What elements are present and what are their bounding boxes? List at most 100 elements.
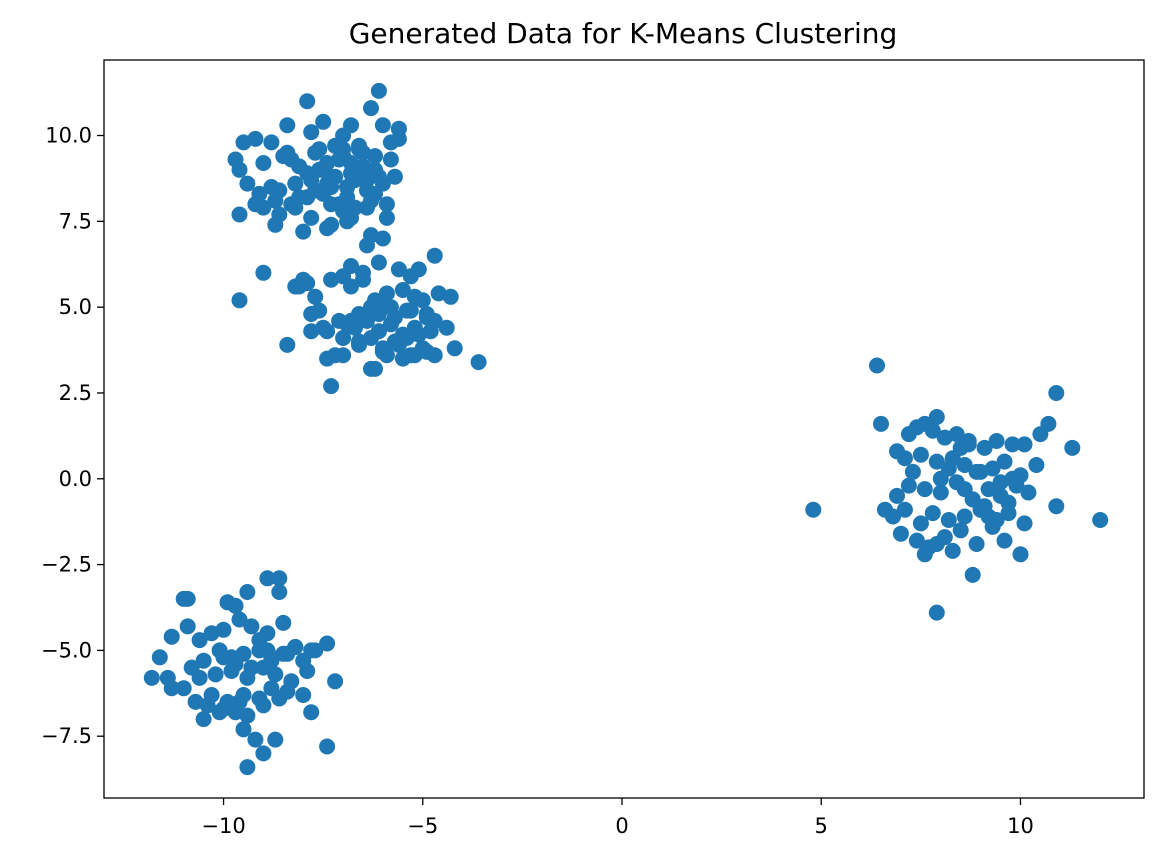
data-point [343, 155, 359, 171]
data-point [924, 422, 941, 439]
data-point [255, 745, 272, 762]
data-point [1064, 439, 1081, 456]
data-point [259, 642, 276, 659]
data-point [259, 570, 276, 587]
data-point [406, 347, 423, 364]
data-point [151, 649, 168, 666]
data-point [179, 618, 196, 635]
data-point [283, 151, 300, 168]
data-point [207, 666, 224, 683]
data-point [900, 477, 917, 494]
data-point [303, 704, 320, 721]
data-point [231, 611, 248, 628]
data-point [976, 439, 993, 456]
data-point [896, 501, 913, 518]
data-point [295, 223, 312, 240]
y-tick-label: −7.5 [41, 724, 92, 748]
data-point [247, 731, 264, 748]
data-point [370, 168, 387, 185]
data-point [916, 481, 933, 498]
data-point [359, 199, 375, 216]
y-tick-label: 10.0 [45, 124, 92, 148]
data-point [243, 659, 260, 676]
data-points [143, 82, 1109, 776]
data-point [175, 680, 192, 697]
data-point [940, 460, 957, 477]
data-point [231, 206, 248, 223]
y-tick-label: 0.0 [59, 467, 92, 491]
data-point [295, 687, 312, 703]
data-point [363, 100, 379, 117]
data-point [402, 302, 419, 319]
data-point [299, 165, 316, 182]
data-point [239, 175, 256, 192]
data-point [976, 498, 993, 515]
data-point [430, 285, 447, 302]
data-point [996, 453, 1013, 470]
data-point [382, 299, 399, 316]
data-point [956, 508, 973, 525]
data-point [908, 532, 925, 549]
data-point [1004, 436, 1021, 453]
y-tick-label: −5.0 [41, 638, 92, 662]
data-point [267, 666, 284, 683]
data-point [896, 450, 913, 467]
data-point [418, 343, 435, 360]
data-point [367, 292, 383, 309]
data-point [315, 113, 332, 130]
data-point [972, 463, 989, 480]
data-point [159, 669, 176, 686]
data-point [243, 618, 260, 635]
x-axis: −10 −5 0 5 10 [201, 798, 1034, 838]
data-point [952, 522, 969, 539]
data-point [1092, 512, 1109, 528]
data-point [948, 426, 965, 443]
data-point [255, 264, 272, 281]
data-point [892, 525, 909, 542]
data-point [410, 261, 427, 278]
data-point [319, 350, 336, 367]
data-point [968, 536, 985, 552]
data-point [363, 360, 379, 377]
data-point [163, 628, 180, 645]
data-point [307, 642, 324, 659]
data-point [323, 378, 340, 395]
data-point [442, 288, 459, 305]
data-point [215, 621, 232, 638]
data-point [335, 330, 352, 346]
data-point [370, 306, 387, 322]
data-point [275, 614, 292, 631]
data-point [351, 333, 367, 350]
data-point [964, 491, 981, 508]
data-point [904, 463, 921, 480]
data-point [378, 209, 395, 226]
data-point [195, 711, 212, 728]
data-point [315, 161, 332, 178]
data-point [378, 196, 395, 213]
data-point [187, 693, 204, 710]
data-point [1004, 470, 1021, 487]
data-point [299, 663, 316, 679]
data-point [319, 635, 336, 652]
data-point [319, 220, 336, 237]
data-point [370, 254, 387, 271]
data-point [1016, 515, 1033, 532]
data-point [267, 731, 284, 748]
data-point [271, 584, 288, 600]
data-point [414, 292, 431, 309]
plot-area [103, 59, 1145, 799]
data-point [398, 330, 415, 346]
data-point [319, 175, 336, 192]
data-point [980, 481, 997, 498]
data-point [932, 484, 949, 501]
data-point [227, 597, 244, 614]
data-point [912, 515, 929, 532]
data-point [940, 512, 957, 528]
data-point [279, 117, 296, 134]
data-point [231, 292, 248, 309]
data-point [307, 144, 324, 161]
data-point [267, 216, 284, 233]
y-tick-label: 2.5 [59, 381, 92, 405]
data-point [885, 508, 901, 525]
